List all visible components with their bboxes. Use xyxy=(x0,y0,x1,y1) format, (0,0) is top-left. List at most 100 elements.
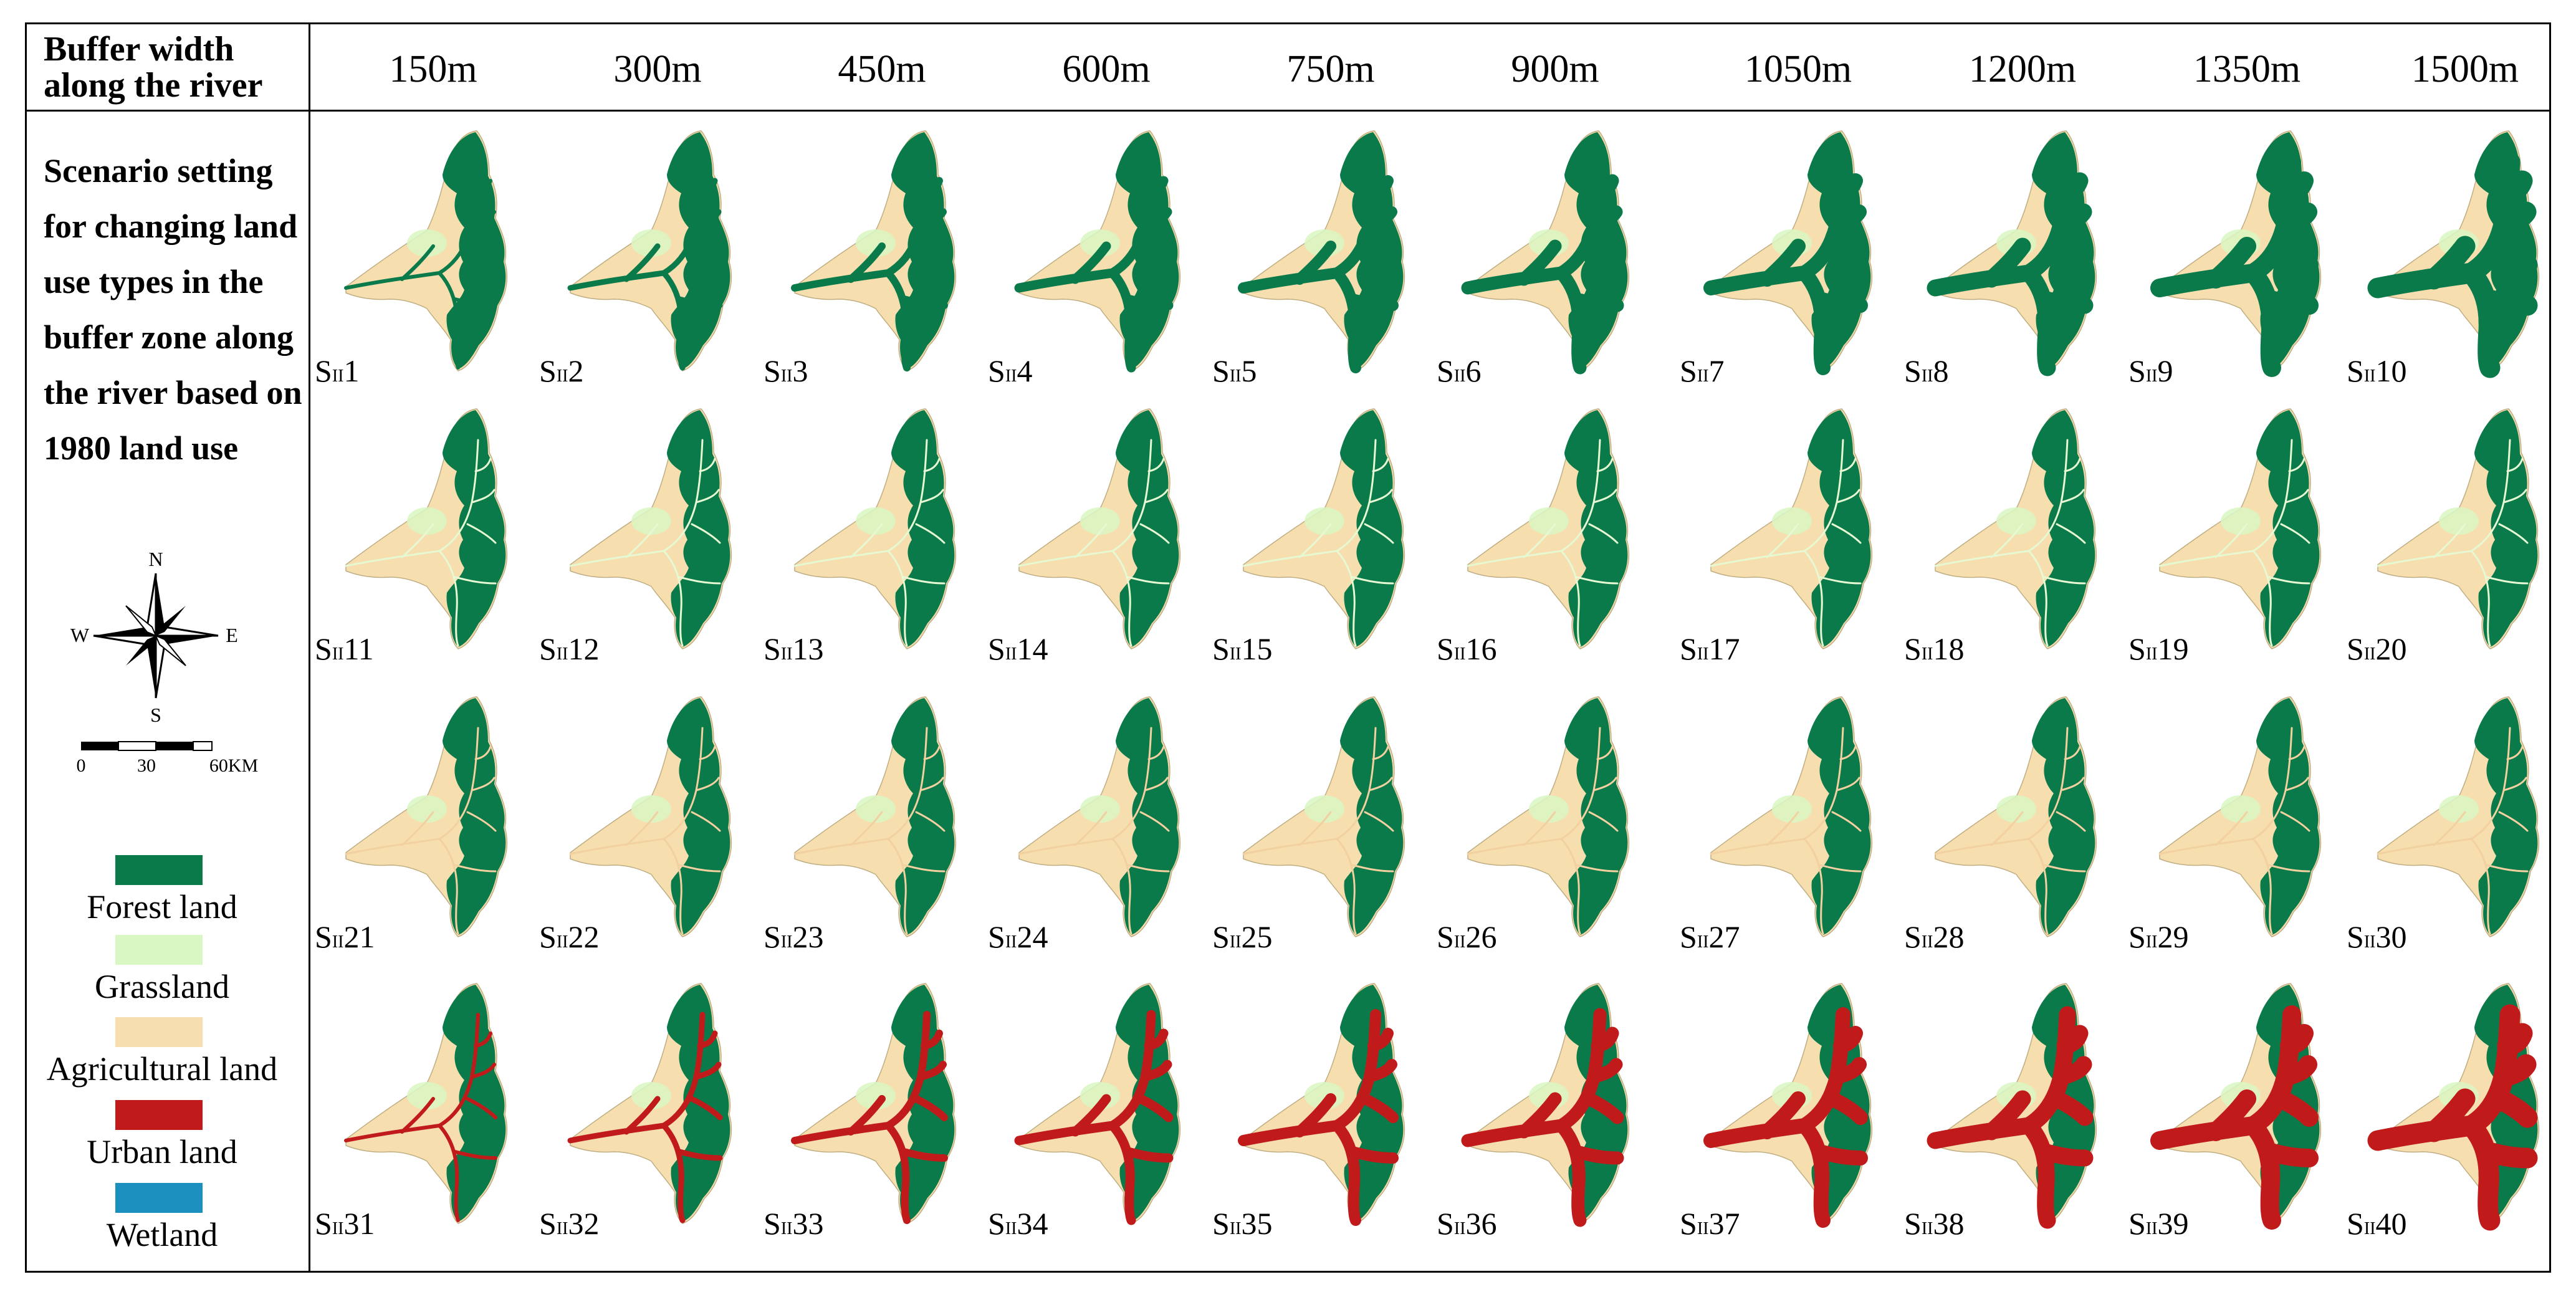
scenario-prefix: S xyxy=(315,353,332,388)
scenario-label: SII29 xyxy=(2128,919,2188,955)
scenario-map-s4: SII4 xyxy=(982,118,1206,393)
scenario-label: SII38 xyxy=(1904,1205,1964,1242)
scenario-subscript: II xyxy=(1453,1219,1466,1238)
scenario-prefix: S xyxy=(2128,919,2146,954)
column-header-1500m: 1500m xyxy=(2411,48,2519,90)
scenario-subscript: II xyxy=(1229,644,1242,664)
scenario-map-s22: SII22 xyxy=(533,684,757,959)
scenario-number: 36 xyxy=(1465,1206,1497,1241)
scenario-number: 18 xyxy=(1933,631,1965,666)
scenario-map-s14: SII14 xyxy=(982,396,1206,671)
scenario-number: 38 xyxy=(1933,1206,1965,1241)
scenario-label: SII26 xyxy=(1437,919,1496,955)
scenario-prefix: S xyxy=(1212,1206,1230,1241)
scenario-subscript: II xyxy=(1921,644,1933,664)
scenario-number: 4 xyxy=(1017,353,1033,388)
scenario-map-s7: SII7 xyxy=(1673,118,1898,393)
scenario-label: SII24 xyxy=(988,919,1048,955)
scenario-label: SII6 xyxy=(1437,353,1481,389)
scenario-number: 22 xyxy=(568,919,600,954)
scenario-map-s32: SII32 xyxy=(533,971,757,1245)
scenario-subscript: II xyxy=(1697,366,1709,386)
legend-label: Grassland xyxy=(95,968,229,1005)
scenario-subscript: II xyxy=(332,644,344,664)
scenario-number: 5 xyxy=(1241,353,1257,388)
scenario-prefix: S xyxy=(539,919,557,954)
scenario-subscript: II xyxy=(2145,1219,2158,1238)
scenario-label: SII34 xyxy=(988,1205,1048,1242)
scenario-subscript: II xyxy=(556,644,568,664)
scenario-number: 19 xyxy=(2157,631,2189,666)
scenario-prefix: S xyxy=(1680,353,1697,388)
scenario-subscript: II xyxy=(2363,1219,2376,1238)
scenario-map-s21: SII21 xyxy=(309,684,533,959)
scenario-number: 40 xyxy=(2375,1206,2407,1241)
scenario-number: 14 xyxy=(1017,631,1048,666)
scenario-number: 16 xyxy=(1465,631,1497,666)
scenario-prefix: S xyxy=(1437,353,1454,388)
scenario-label: SII14 xyxy=(988,631,1048,667)
scenario-subscript: II xyxy=(1453,644,1466,664)
scenario-prefix: S xyxy=(2347,353,2364,388)
scenario-label: SII20 xyxy=(2347,631,2406,667)
scenario-label: SII12 xyxy=(539,631,599,667)
scenario-number: 32 xyxy=(568,1206,600,1241)
scenario-map-s6: SII6 xyxy=(1430,118,1655,393)
scenario-label: SII21 xyxy=(315,919,375,955)
scenario-number: 21 xyxy=(343,919,375,954)
scenario-subscript: II xyxy=(332,932,344,952)
scenario-label: SII36 xyxy=(1437,1205,1496,1242)
scenario-prefix: S xyxy=(2128,631,2146,666)
header-row-label: Buffer width along the river xyxy=(44,30,263,105)
scale-bar: 0 30 60KM xyxy=(77,741,258,776)
scenario-prefix: S xyxy=(539,1206,557,1241)
column-header-750m: 750m xyxy=(1286,48,1375,90)
scenario-subscript: II xyxy=(1697,932,1709,952)
scenario-subscript: II xyxy=(1921,1219,1933,1238)
scenario-label: SII7 xyxy=(1680,353,1724,389)
scenario-subscript: II xyxy=(332,1219,344,1238)
scenario-map-s23: SII23 xyxy=(757,684,982,959)
legend-swatch-urban-land xyxy=(115,1100,203,1130)
scenario-subscript: II xyxy=(2145,366,2158,386)
scenario-label: SII35 xyxy=(1212,1205,1272,1242)
column-divider xyxy=(309,22,310,1273)
scenario-subscript: II xyxy=(780,366,793,386)
scenario-number: 29 xyxy=(2157,919,2189,954)
scenario-map-s24: SII24 xyxy=(982,684,1206,959)
legend-swatch-grassland xyxy=(115,935,203,965)
scenario-prefix: S xyxy=(2347,919,2364,954)
scenario-label: SII5 xyxy=(1212,353,1257,389)
scenario-number: 9 xyxy=(2157,353,2173,388)
scenario-number: 6 xyxy=(1465,353,1482,388)
scenario-map-s27: SII27 xyxy=(1673,684,1898,959)
scenario-number: 35 xyxy=(1241,1206,1273,1241)
scenario-prefix: S xyxy=(2347,631,2364,666)
scenario-subscript: II xyxy=(1921,366,1933,386)
scenario-label: SII10 xyxy=(2347,353,2406,389)
scenario-prefix: S xyxy=(764,1206,781,1241)
scenario-prefix: S xyxy=(1212,631,1230,666)
scenario-number: 3 xyxy=(792,353,808,388)
scenario-prefix: S xyxy=(764,919,781,954)
scenario-subscript: II xyxy=(332,366,344,386)
scenario-prefix: S xyxy=(1904,919,1922,954)
scenario-number: 25 xyxy=(1241,919,1273,954)
scenario-prefix: S xyxy=(1680,631,1697,666)
scenario-subscript: II xyxy=(780,644,793,664)
scenario-prefix: S xyxy=(988,631,1005,666)
table-frame xyxy=(25,22,2551,1273)
scenario-map-s38: SII38 xyxy=(1898,971,2122,1245)
scenario-map-s9: SII9 xyxy=(2122,118,2347,393)
scenario-number: 12 xyxy=(568,631,600,666)
compass-s: S xyxy=(150,704,161,723)
scenario-subscript: II xyxy=(556,366,568,386)
scenario-map-s36: SII36 xyxy=(1430,971,1655,1245)
scenario-label: SII37 xyxy=(1680,1205,1740,1242)
scenario-subscript: II xyxy=(2145,644,2158,664)
legend-label: Urban land xyxy=(87,1133,237,1170)
scenario-map-s28: SII28 xyxy=(1898,684,2122,959)
scenario-number: 31 xyxy=(343,1206,375,1241)
column-header-1350m: 1350m xyxy=(2193,48,2301,90)
scenario-map-s35: SII35 xyxy=(1206,971,1430,1245)
